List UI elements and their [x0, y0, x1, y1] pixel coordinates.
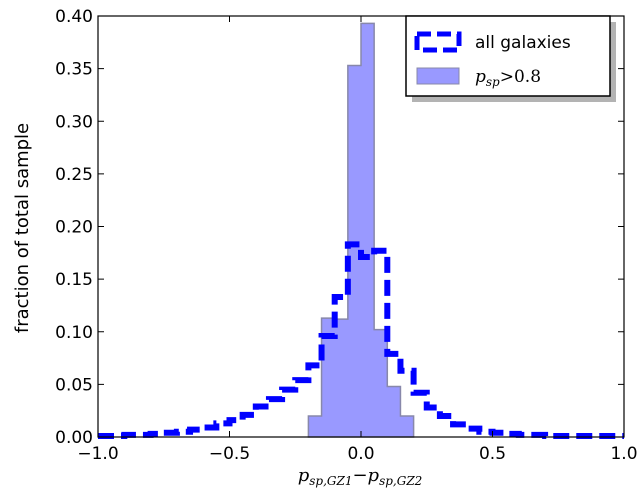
y-tick-label: 0.15	[55, 270, 93, 290]
legend-label-psp-rest: >0.8	[500, 67, 541, 87]
x-axis-label-b: p	[368, 465, 380, 486]
y-tick-label: 0.20	[55, 218, 93, 238]
y-tick-label: 0.35	[55, 60, 93, 80]
series-all-galaxies-step	[98, 241, 624, 439]
y-tick-label: 0.40	[55, 7, 93, 27]
legend-swatch-all-galaxies	[414, 31, 462, 53]
x-axis-label-b-sub: sp,GZ2	[379, 474, 422, 488]
legend-swatch-psp	[416, 67, 460, 85]
x-axis-label-a-sub: sp,GZ1	[309, 474, 352, 488]
legend: all galaxies psp>0.8	[405, 15, 616, 102]
legend-label-psp-sub: sp	[486, 75, 500, 89]
y-tick-label: 0.25	[55, 165, 93, 185]
x-axis-ticks: −1.0 −0.5 0.0 0.5 1.0	[77, 16, 638, 464]
y-tick-label: 0.00	[55, 428, 93, 448]
legend-label-psp: psp>0.8	[475, 67, 541, 89]
x-axis-label-minus: −	[352, 465, 367, 486]
x-axis-label-a: p	[298, 465, 310, 486]
x-tick-label: 0.5	[479, 444, 506, 464]
y-tick-label: 0.05	[55, 375, 93, 395]
legend-label-psp-p: p	[475, 67, 486, 87]
y-tick-label: 0.30	[55, 112, 93, 132]
y-axis-label: fraction of total sample	[12, 123, 33, 333]
x-tick-label: 0.0	[347, 444, 374, 464]
plot-area	[98, 22, 624, 439]
y-axis-ticks: 0.00 0.05 0.10 0.15 0.20 0.25 0.30 0.35 0.40	[55, 7, 624, 448]
legend-label-all-galaxies: all galaxies	[475, 33, 571, 53]
x-axis-label: psp,GZ1−psp,GZ2	[298, 465, 423, 488]
y-tick-label: 0.10	[55, 323, 93, 343]
x-tick-label: −0.5	[209, 444, 250, 464]
x-tick-label: 1.0	[610, 444, 637, 464]
x-tick-label: −1.0	[77, 444, 118, 464]
